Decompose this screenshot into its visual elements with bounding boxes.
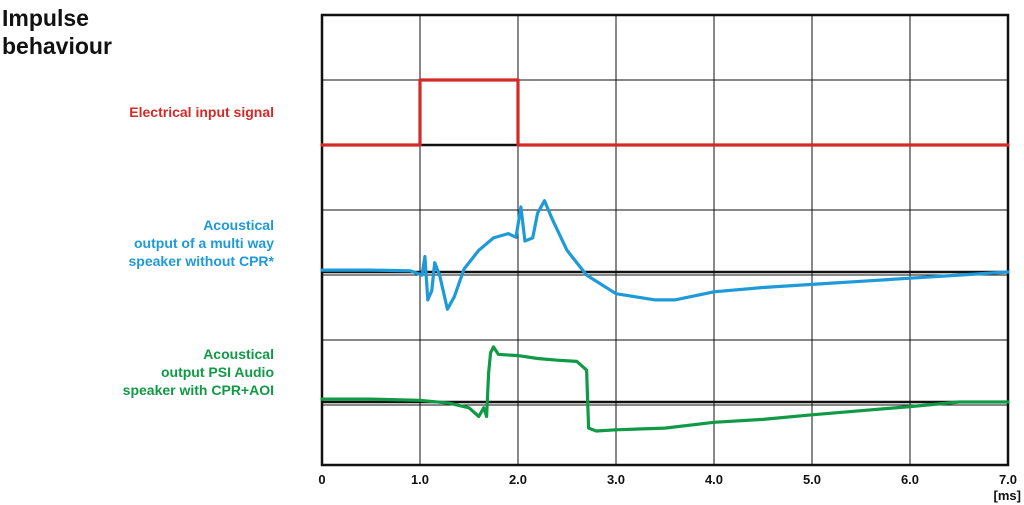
x-tick-label: 2.0 <box>509 472 527 487</box>
chart-title-line-1: Impulse <box>2 5 89 31</box>
x-tick-label: 6.0 <box>901 472 919 487</box>
series-label-line: Electrical input signal <box>129 104 274 120</box>
series-label-line: speaker without CPR* <box>128 253 274 269</box>
series-label-line: Acoustical <box>203 217 274 233</box>
series-label-psi-audio-speaker: Acoustical output PSI Audio speaker with… <box>123 345 274 399</box>
x-tick-label: 7.0 <box>999 472 1017 487</box>
series-label-electrical-input: Electrical input signal <box>129 103 274 121</box>
x-tick-label: 3.0 <box>607 472 625 487</box>
series-line <box>320 345 1010 433</box>
x-tick-label: 1.0 <box>411 472 429 487</box>
series-line <box>320 199 1010 311</box>
series-line <box>320 78 1010 147</box>
series-label-line: Acoustical <box>203 346 274 362</box>
x-axis-unit: [ms] <box>994 488 1021 503</box>
series-label-line: speaker with CPR+AOI <box>122 382 274 398</box>
series-label-line: output of a multi way <box>134 235 274 251</box>
chart-title-line-2: behaviour <box>2 33 112 59</box>
x-tick-label: 0 <box>318 472 325 487</box>
chart-title: Impulse behaviour <box>2 4 112 60</box>
x-tick-label: 5.0 <box>803 472 821 487</box>
x-tick-label: 4.0 <box>705 472 723 487</box>
series-label-line: output PSI Audio <box>160 364 274 380</box>
plot-frame <box>320 13 1010 467</box>
series-label-multi-way-speaker: Acoustical output of a multi way speaker… <box>129 216 274 270</box>
